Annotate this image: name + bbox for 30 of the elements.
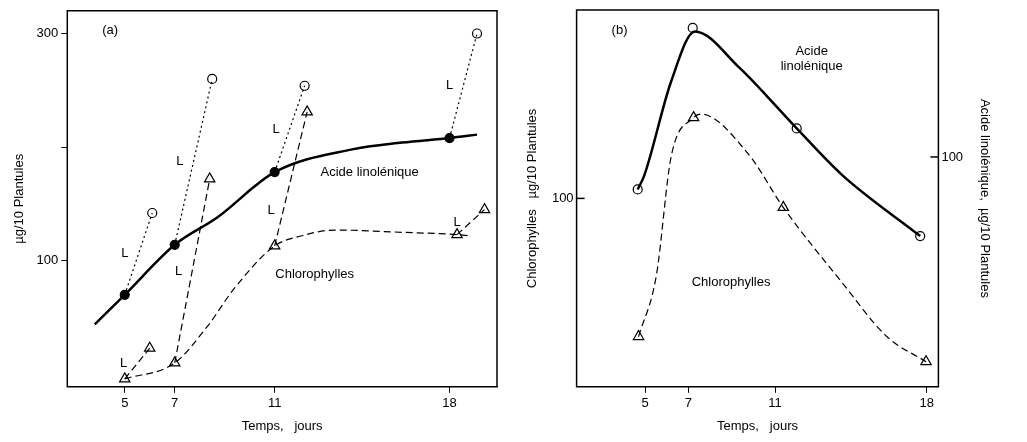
x-tick-label: 11 — [267, 395, 282, 411]
y-axis-title: µg/10 Plantules — [11, 153, 27, 244]
y-axis-title: Chlorophylles µg/10 Plantules — [524, 108, 540, 289]
text: (a) — [102, 22, 119, 38]
y2-axis-title: Acide linolénique, µg/10 Plantules — [977, 98, 993, 299]
series-label: L — [176, 153, 184, 169]
x-axis-title: Temps, jours — [717, 417, 799, 433]
text: 100 — [551, 189, 574, 205]
x-tick-label: 7 — [684, 395, 693, 411]
series-label: Acide linolénique — [320, 163, 419, 179]
chart-title: (b) — [611, 21, 628, 37]
x-tick-label: 7 — [171, 395, 179, 411]
series-label: L — [120, 355, 128, 371]
x-tick-label: 11 — [768, 395, 782, 411]
series-label: L — [174, 262, 183, 278]
x-tick-label: 18 — [442, 395, 457, 411]
x-tick-label: 5 — [641, 395, 649, 411]
series-label: Chlorophylles — [275, 265, 355, 281]
x-tick-label: 18 — [919, 395, 934, 411]
series-label: L — [453, 213, 461, 229]
text: 100 — [941, 148, 964, 164]
series-label: L — [267, 201, 275, 217]
y-tick-label: 300 — [36, 25, 59, 41]
x-axis-title: Temps, jours — [241, 417, 324, 433]
series-label: L — [446, 77, 454, 93]
text: Acide linolénique — [780, 42, 843, 73]
x-tick-label: 5 — [121, 395, 129, 411]
series-label: L — [121, 245, 129, 261]
series-label: L — [272, 120, 280, 136]
text: Chlorophylles — [691, 273, 771, 289]
